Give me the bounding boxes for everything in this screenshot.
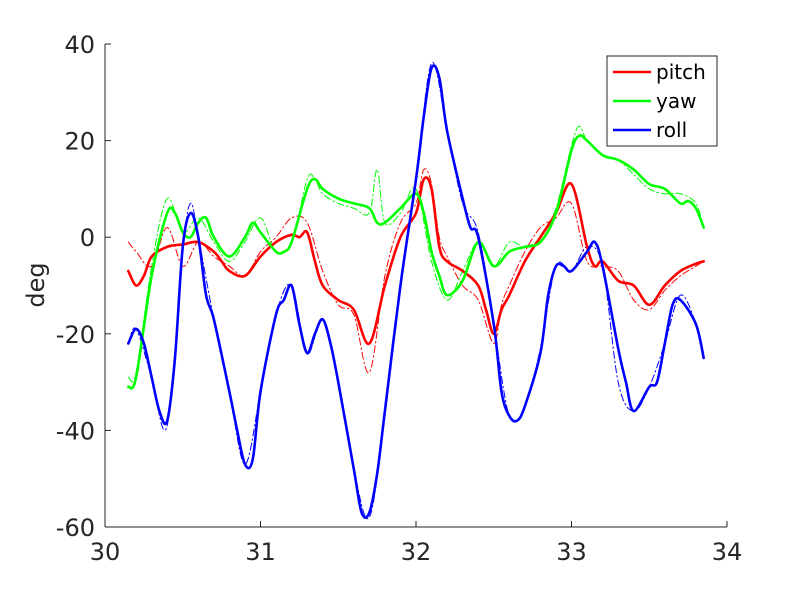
x-tick-label: 31 — [245, 538, 276, 566]
legend-label-pitch: pitch — [656, 60, 706, 84]
x-tick-label: 34 — [712, 538, 743, 566]
y-tick-label: 40 — [64, 31, 95, 59]
legend-label-roll: roll — [656, 118, 687, 142]
legend: pitch yaw roll — [606, 55, 718, 147]
series-line-pitch-solid — [127, 176, 705, 345]
plot-area — [127, 62, 705, 520]
y-tick-label: -20 — [56, 321, 95, 349]
y-tick-label: 0 — [80, 224, 95, 252]
x-tick-label: 30 — [90, 538, 121, 566]
y-tick-label: -40 — [56, 417, 95, 445]
series-line-roll-solid — [127, 64, 705, 519]
axes: 30 31 32 33 34 -60 -40 -20 0 20 40 — [56, 31, 742, 566]
x-tick-label: 33 — [556, 538, 587, 566]
legend-label-yaw: yaw — [656, 89, 696, 113]
y-tick-label: -60 — [56, 514, 95, 542]
x-tick-label: 32 — [401, 538, 432, 566]
y-axis-label: deg — [22, 262, 50, 307]
y-tick-label: 20 — [64, 128, 95, 156]
series-line-yaw-solid — [127, 134, 705, 390]
